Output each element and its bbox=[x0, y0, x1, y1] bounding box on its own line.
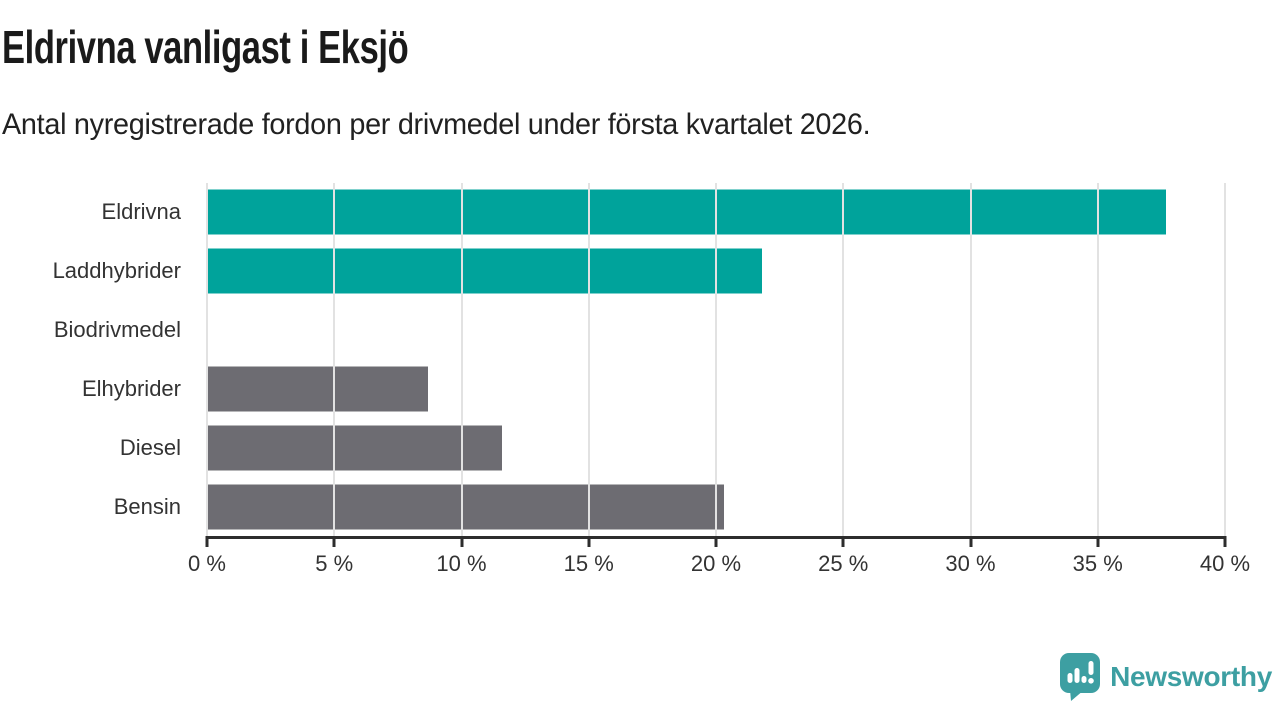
category-label-bensin: Bensin bbox=[113, 493, 181, 519]
x-axis-tick-25 bbox=[841, 536, 845, 547]
x-axis-tick-30 bbox=[969, 536, 972, 547]
category-label-laddhybrider: Laddhybrider bbox=[52, 258, 181, 284]
x-axis-tick-label-15: 15 % bbox=[563, 551, 614, 576]
bars-layer bbox=[207, 183, 1225, 536]
x-axis-tick-label-40: 40 % bbox=[1199, 551, 1251, 576]
category-labels: Eldrivna Laddhybrider Biodrivmedel Elhybrid… bbox=[0, 183, 194, 536]
x-axis-tick-label-35: 35 % bbox=[1072, 551, 1123, 576]
x-axis-tick-5 bbox=[332, 536, 336, 547]
bar-row-biodrivmedel bbox=[207, 301, 1225, 360]
newsworthy-logo-text: Newsworthy bbox=[1110, 661, 1272, 692]
x-axis-tick-20 bbox=[714, 536, 718, 547]
category-label-diesel: Diesel bbox=[119, 434, 181, 460]
newsworthy-logo-icon bbox=[1060, 653, 1101, 701]
x-axis-tick-label-20: 20 % bbox=[690, 551, 742, 576]
bar-diesel bbox=[207, 425, 503, 471]
category-label-elhybrider: Elhybrider bbox=[81, 375, 181, 401]
x-axis-tick-label-25: 25 % bbox=[818, 551, 869, 576]
x-axis-tick-10 bbox=[460, 536, 463, 547]
chart-subtitle: Antal nyregistrerade fordon per drivmede… bbox=[2, 108, 871, 141]
x-axis-tick-0 bbox=[205, 536, 209, 547]
bar-row-laddhybrider bbox=[207, 242, 1225, 301]
bar-row-bensin bbox=[207, 477, 1225, 536]
plot-area bbox=[206, 183, 1226, 536]
x-axis-tick-15 bbox=[587, 536, 591, 547]
bar-row-diesel bbox=[207, 418, 1225, 477]
x-axis-tick-label-5: 5 % bbox=[315, 551, 354, 576]
bar-elhybrider bbox=[207, 366, 429, 412]
category-label-eldrivna: Eldrivna bbox=[101, 199, 181, 225]
x-axis: 0 % 5 % 10 % 15 % 20 % 25 % 30 % 35 % 40 % bbox=[188, 536, 1250, 591]
bar-bensin bbox=[207, 484, 724, 530]
x-axis-tick-label-0: 0 % bbox=[188, 551, 226, 576]
page-title: Eldrivna vanligast i Eksjö bbox=[2, 21, 409, 73]
x-axis-tick-label-30: 30 % bbox=[945, 551, 996, 576]
bar-row-eldrivna bbox=[207, 183, 1225, 242]
x-axis-tick-40 bbox=[1223, 536, 1227, 547]
brand-footer: Newsworthy bbox=[1059, 652, 1272, 702]
x-axis-tick-label-10: 10 % bbox=[436, 551, 487, 576]
category-label-biodrivmedel: Biodrivmedel bbox=[53, 317, 181, 343]
bar-eldrivna bbox=[207, 189, 1167, 235]
bar-laddhybrider bbox=[207, 248, 762, 294]
x-axis-tick-35 bbox=[1096, 536, 1100, 547]
bar-row-elhybrider bbox=[207, 360, 1225, 419]
